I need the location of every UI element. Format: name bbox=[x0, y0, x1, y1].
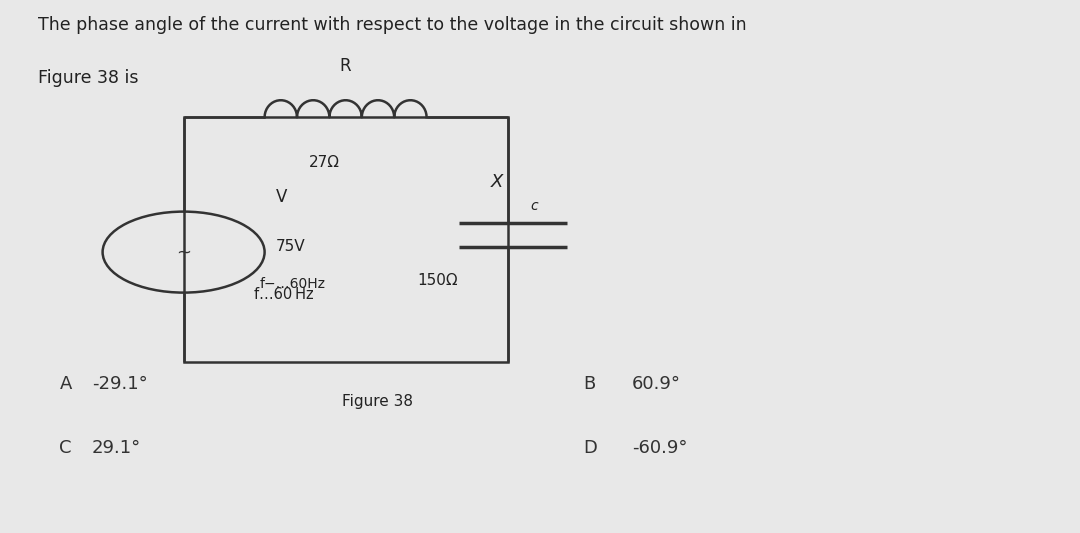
Text: X: X bbox=[490, 173, 503, 191]
Text: The phase angle of the current with respect to the voltage in the circuit shown : The phase angle of the current with resp… bbox=[38, 16, 746, 34]
Text: f−…60Hz: f−…60Hz bbox=[259, 277, 325, 291]
Text: -29.1°: -29.1° bbox=[92, 375, 148, 393]
Text: C: C bbox=[59, 439, 72, 457]
Text: c: c bbox=[530, 199, 539, 213]
Text: Figure 38: Figure 38 bbox=[342, 394, 414, 409]
Text: A: A bbox=[59, 375, 71, 393]
Text: f…60 Hz: f…60 Hz bbox=[254, 287, 313, 302]
Text: B: B bbox=[583, 375, 595, 393]
Text: 75V: 75V bbox=[275, 239, 305, 254]
Text: ~: ~ bbox=[176, 243, 191, 261]
Text: Figure 38 is: Figure 38 is bbox=[38, 69, 138, 87]
Text: -60.9°: -60.9° bbox=[632, 439, 687, 457]
Bar bbox=[184, 117, 508, 362]
Text: 150Ω: 150Ω bbox=[417, 273, 458, 288]
Text: V: V bbox=[275, 188, 287, 206]
Text: D: D bbox=[583, 439, 597, 457]
Text: 29.1°: 29.1° bbox=[92, 439, 141, 457]
Text: 27Ω: 27Ω bbox=[309, 155, 339, 169]
Text: R: R bbox=[340, 56, 351, 75]
Text: 60.9°: 60.9° bbox=[632, 375, 680, 393]
